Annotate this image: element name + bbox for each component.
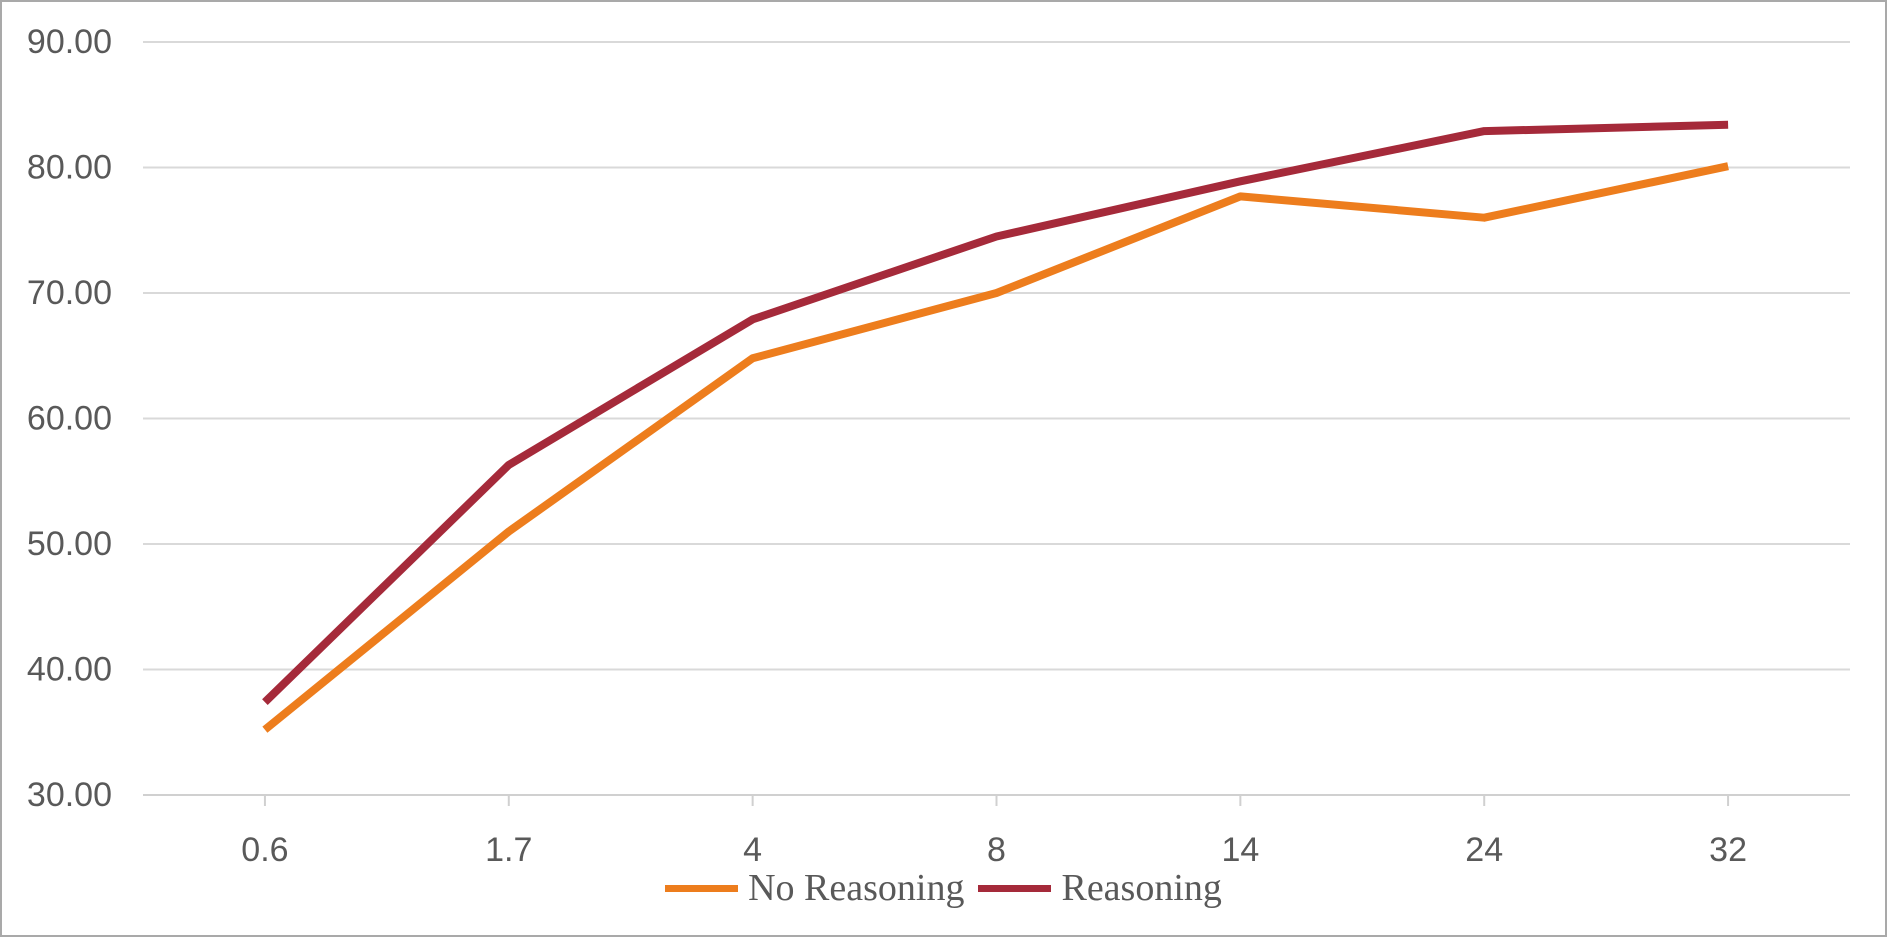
x-axis-label: 14 — [1221, 831, 1259, 869]
y-axis-label: 90.00 — [27, 23, 112, 61]
series-line-no-reasoning — [262, 162, 1729, 733]
x-axis-label: 4 — [743, 831, 762, 869]
y-axis-label: 30.00 — [27, 776, 112, 814]
y-axis-label: 70.00 — [27, 274, 112, 312]
y-axis-label: 40.00 — [27, 651, 112, 689]
y-axis-label: 80.00 — [27, 149, 112, 187]
series-line-reasoning — [262, 120, 1729, 705]
x-axis-label: 1.7 — [485, 831, 532, 869]
x-axis-label: 32 — [1709, 831, 1747, 869]
x-axis-label: 8 — [987, 831, 1006, 869]
y-axis-label: 60.00 — [27, 400, 112, 438]
y-axis-label: 50.00 — [27, 525, 112, 563]
x-axis-label: 0.6 — [241, 831, 288, 869]
x-axis-label: 24 — [1465, 831, 1503, 869]
